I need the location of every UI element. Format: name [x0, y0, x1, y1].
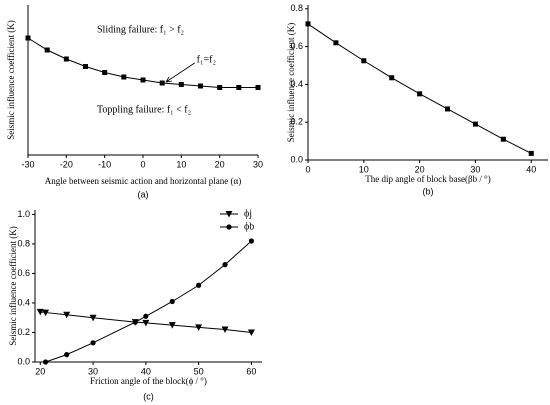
panel-label: (a) [138, 189, 149, 199]
marker [472, 121, 478, 127]
y-axis-label: Seismic influence coefficient (K) [6, 20, 16, 140]
marker [63, 311, 71, 319]
marker [169, 298, 175, 305]
marker [121, 74, 127, 80]
marker [178, 82, 184, 87]
marker [198, 83, 203, 89]
marker [255, 85, 261, 90]
x-tick-label: 50 [194, 366, 204, 376]
y-tick-label: 0.0 [290, 154, 303, 164]
y-tick-label: 0.6 [290, 41, 303, 51]
x-tick-label: 0 [140, 159, 145, 169]
marker [102, 70, 108, 75]
x-tick-label: 40 [141, 366, 151, 376]
x-tick-label: 60 [246, 366, 256, 376]
marker [44, 47, 50, 53]
legend-label: ϕb [244, 221, 254, 232]
marker [140, 77, 146, 83]
marker [225, 211, 233, 218]
x-axis-label: Friction angle of the block(ϕ / °) [90, 376, 207, 386]
legend-label: ϕj [244, 208, 252, 219]
x-tick-label: 30 [253, 159, 263, 169]
series-line [45, 240, 252, 363]
marker [528, 150, 534, 156]
x-tick-label: -20 [60, 159, 73, 169]
x-tick-label: -30 [21, 159, 34, 169]
x-tick-label: 40 [526, 164, 536, 174]
marker [168, 322, 176, 329]
marker [36, 308, 44, 316]
marker [195, 324, 203, 331]
y-axis-label: Seismic influence coefficient (K) [8, 226, 18, 346]
marker [64, 352, 70, 358]
y-axis-label: Seismic influence coefficient (K) [286, 23, 296, 143]
marker [389, 75, 395, 81]
marker [417, 91, 423, 97]
x-axis-label: Angle between seismic action and horizon… [45, 176, 241, 186]
y-tick-label: 0.4 [17, 297, 30, 307]
x-axis-label: The dip angle of block base(βb / °) [365, 174, 490, 184]
y-tick-label: 0.0 [17, 356, 30, 366]
marker [217, 85, 223, 90]
marker [90, 340, 96, 346]
marker [159, 80, 165, 86]
marker [222, 262, 228, 268]
marker [236, 85, 242, 90]
x-tick-label: 30 [470, 164, 480, 174]
series-line [307, 23, 532, 154]
y-tick-label: 1.0 [17, 209, 30, 219]
x-tick-label: 30 [88, 366, 98, 376]
marker [305, 21, 311, 27]
y-tick-label: 0.2 [290, 117, 303, 127]
marker [142, 319, 150, 327]
marker [247, 329, 255, 336]
marker [361, 58, 367, 64]
marker [42, 359, 49, 365]
y-tick-label: 0.2 [17, 327, 30, 337]
marker [132, 319, 138, 325]
y-tick-label: 0.6 [17, 268, 30, 278]
x-tick-label: 10 [176, 159, 186, 169]
marker [333, 40, 339, 46]
x-tick-label: 20 [35, 366, 45, 376]
marker [248, 238, 255, 244]
annotation-arrow [165, 62, 195, 83]
panel-label: (b) [423, 186, 434, 196]
marker [63, 56, 69, 62]
x-tick-label: 20 [415, 164, 425, 174]
x-tick-label: 0 [305, 164, 310, 174]
annotation: Sliding failure: f₁ > f₂ [97, 24, 184, 35]
marker [221, 326, 229, 334]
marker [25, 35, 31, 41]
marker [83, 64, 88, 69]
x-tick-label: 20 [215, 159, 225, 169]
marker [42, 309, 50, 317]
x-tick-label: 10 [359, 164, 369, 174]
annotation: Toppling failure: f₁ < f₂ [97, 104, 191, 115]
annotation: f₁=f₂ [197, 54, 216, 65]
marker [196, 282, 202, 288]
panel-label: (c) [143, 391, 154, 401]
marker [226, 224, 232, 230]
marker [89, 314, 97, 322]
marker [143, 313, 149, 319]
series-line [40, 311, 252, 333]
y-tick-label: 0.8 [17, 238, 30, 248]
marker [445, 106, 451, 112]
y-tick-label: 0.8 [290, 3, 303, 13]
x-tick-label: -10 [98, 159, 111, 169]
y-tick-label: 0.4 [290, 79, 303, 89]
marker [500, 136, 506, 142]
